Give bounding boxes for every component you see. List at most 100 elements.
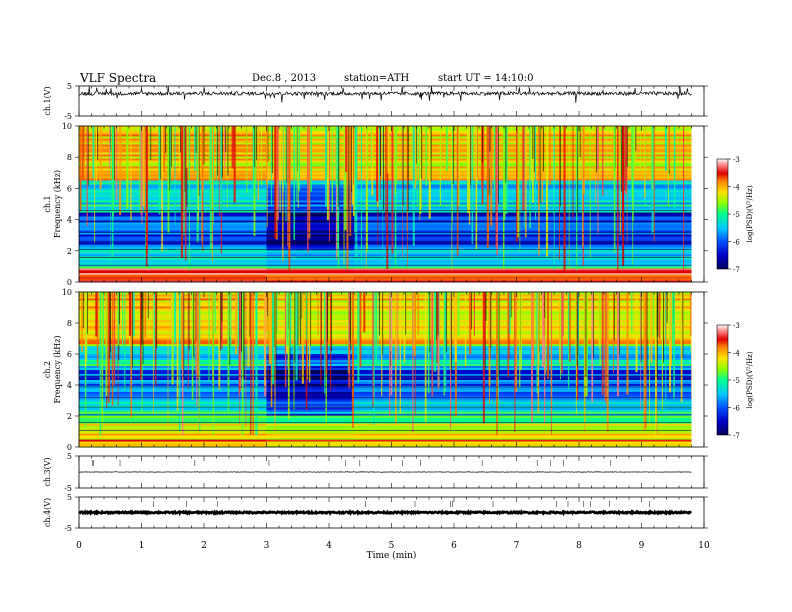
sferic-streak	[142, 126, 145, 207]
sferic-streak	[359, 292, 362, 368]
y-tick-label: 6	[67, 184, 72, 193]
sferic-streak	[390, 292, 393, 396]
spectrogram-cell	[79, 397, 267, 400]
spectrogram-cell	[354, 246, 692, 249]
spectrogram-cell	[79, 188, 267, 191]
sferic-streak	[196, 292, 199, 378]
spectrogram-cell	[354, 307, 692, 311]
sferic-streak	[276, 126, 278, 180]
sferic-streak	[613, 126, 616, 253]
sferic-streak	[572, 126, 574, 219]
spectrogram-cell	[266, 411, 354, 414]
spectrogram-cell	[354, 371, 692, 374]
sferic-streak	[254, 126, 256, 168]
sferic-streak	[485, 292, 487, 322]
spectrogram-cell	[354, 301, 692, 305]
sferic-streak	[208, 292, 210, 381]
sferic-streak	[337, 126, 339, 261]
spectrogram-cell	[354, 331, 692, 335]
sferic-streak	[99, 292, 102, 439]
spectrogram-cell	[79, 202, 267, 205]
spectrogram-cell	[79, 427, 267, 430]
sferic-streak	[145, 126, 148, 254]
sferic-streak	[457, 292, 460, 337]
sferic-streak	[538, 126, 540, 256]
sferic-streak	[514, 292, 516, 432]
sferic-streak	[229, 292, 232, 355]
spectrogram-cell	[354, 417, 692, 420]
spectrogram-cell	[354, 293, 692, 297]
spectrogram-cell	[354, 411, 692, 414]
spectrogram-cell	[354, 234, 692, 237]
colorbar-tick-label: -7	[733, 432, 740, 440]
sferic-streak	[360, 126, 363, 263]
sferic-streak	[469, 292, 472, 355]
spectrogram-cell	[354, 305, 692, 309]
spectrogram-cell	[354, 373, 692, 376]
sferic-streak	[589, 126, 591, 259]
sferic-streak	[184, 126, 186, 192]
sferic-streak	[658, 292, 661, 339]
y-axis-label: ch.1	[43, 195, 52, 212]
sferic-streak	[194, 126, 196, 171]
sferic-streak	[436, 292, 438, 364]
spectrogram-cell	[79, 176, 267, 179]
sferic-streak	[117, 292, 119, 406]
sferic-streak	[257, 126, 259, 201]
spectrogram-cell	[79, 276, 267, 279]
spectrogram-cell	[354, 230, 692, 233]
sferic-streak	[496, 292, 498, 436]
sferic-streak	[87, 292, 89, 334]
sferic-streak	[502, 126, 505, 270]
spectrogram-cell	[266, 441, 354, 444]
sferic-streak	[453, 292, 456, 347]
spectrogram-cell	[354, 339, 692, 343]
x-axis-label: Time (min)	[367, 550, 417, 561]
spectrogram-cell	[266, 387, 354, 390]
sferic-streak	[115, 126, 118, 200]
spectrogram-cell	[354, 311, 692, 315]
spectrogram-cell	[354, 359, 692, 363]
sferic-streak	[509, 292, 511, 334]
sferic-streak	[220, 126, 223, 213]
sferic-streak	[568, 126, 570, 274]
sferic-streak	[107, 292, 110, 404]
sferic-streak	[275, 292, 277, 380]
spectrogram-cell	[354, 353, 692, 357]
spectrogram-cell	[354, 425, 692, 428]
spectrogram-cell	[354, 379, 692, 382]
sferic-streak	[82, 126, 84, 180]
colorbar-tick-label: -3	[733, 322, 740, 330]
sferic-streak	[241, 292, 244, 437]
sferic-streak	[99, 126, 102, 189]
sferic-streak	[161, 126, 163, 252]
sferic-streak	[126, 126, 129, 209]
sferic-streak	[133, 292, 135, 337]
sferic-streak	[227, 126, 229, 176]
sferic-streak	[305, 292, 308, 410]
sferic-streak	[298, 126, 301, 191]
sferic-streak	[351, 292, 354, 428]
sferic-streak	[247, 292, 250, 367]
sferic-streak	[96, 292, 99, 367]
sferic-streak	[211, 126, 213, 262]
y-tick-label: 2	[67, 412, 72, 421]
spectrogram-cell	[79, 262, 267, 265]
nb-line	[79, 397, 692, 399]
spectrogram-cell	[354, 445, 692, 448]
sferic-streak	[81, 292, 83, 353]
sferic-streak	[220, 292, 222, 351]
sferic-streak	[188, 126, 191, 273]
sferic-streak	[301, 292, 303, 319]
spectrogram-cell	[79, 230, 267, 233]
sferic-streak	[576, 126, 578, 272]
station-label: station=ATH	[344, 73, 410, 84]
spectrogram-cell	[266, 427, 354, 430]
sferic-streak	[626, 126, 628, 244]
sferic-streak	[216, 126, 218, 209]
spectrogram-cell	[266, 443, 354, 446]
spectrogram-cell	[354, 345, 692, 349]
sferic-streak	[394, 126, 396, 195]
sferic-streak	[381, 292, 383, 397]
sferic-streak	[517, 126, 519, 238]
